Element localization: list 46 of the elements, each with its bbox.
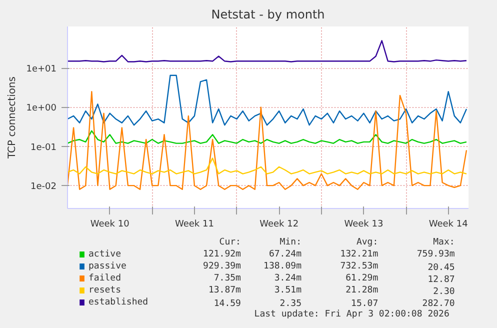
y-axis-title: TCP connections [7,76,18,160]
chart-title: Netstat - by month [211,8,325,22]
line-series [68,91,468,190]
line-series [68,158,468,174]
y-tick-label: 1e+01 [26,64,57,75]
text: 7.35m [214,274,241,284]
text: 759.93m [416,250,455,260]
x-tick-label: Week 12 [260,220,299,230]
text: 20.45 [428,263,455,273]
text: 3.51m [274,286,302,296]
y-tick-label: 1e-02 [30,182,57,192]
legend-label: passive [88,262,126,272]
x-tick-label: Week 13 [344,220,384,230]
text: 21.28m [346,286,378,296]
text: Max: [433,238,455,248]
text: 929.39m [203,262,241,272]
text: 14.59 [214,299,241,309]
text: Cur: [219,238,241,248]
x-tick-label: Week 14 [428,220,468,230]
text: 2.35 [280,299,302,309]
legend-label: established [88,298,148,308]
text: 2.30 [433,287,455,297]
text: 15.07 [351,299,378,309]
legend-label: resets [88,286,121,296]
line-series [68,130,468,144]
y-tick-label: 1e-01 [30,142,57,153]
text: 138.09m [264,262,302,272]
text: Last update: Fri Apr 3 02:00:08 2026 [254,310,450,320]
text: 67.24m [268,250,302,260]
line-series [68,74,468,126]
text: 3.24m [274,274,302,284]
text: Min: [280,238,302,248]
text: 282.70 [422,299,455,309]
legend-label: active [88,250,121,260]
x-tick-label: Week 11 [174,220,214,230]
x-tick-label: Week 10 [90,220,130,230]
text: 121.92m [203,250,241,260]
text: 732.53m [340,262,378,272]
text: Avg: [356,238,378,248]
y-tick-label: 1e+00 [26,104,57,114]
legend-label: failed [88,274,121,284]
text: 13.87m [208,286,241,296]
text: 12.87 [428,275,455,285]
text: 132.21m [340,250,378,260]
text: 61.29m [346,274,378,284]
line-series [68,40,468,62]
